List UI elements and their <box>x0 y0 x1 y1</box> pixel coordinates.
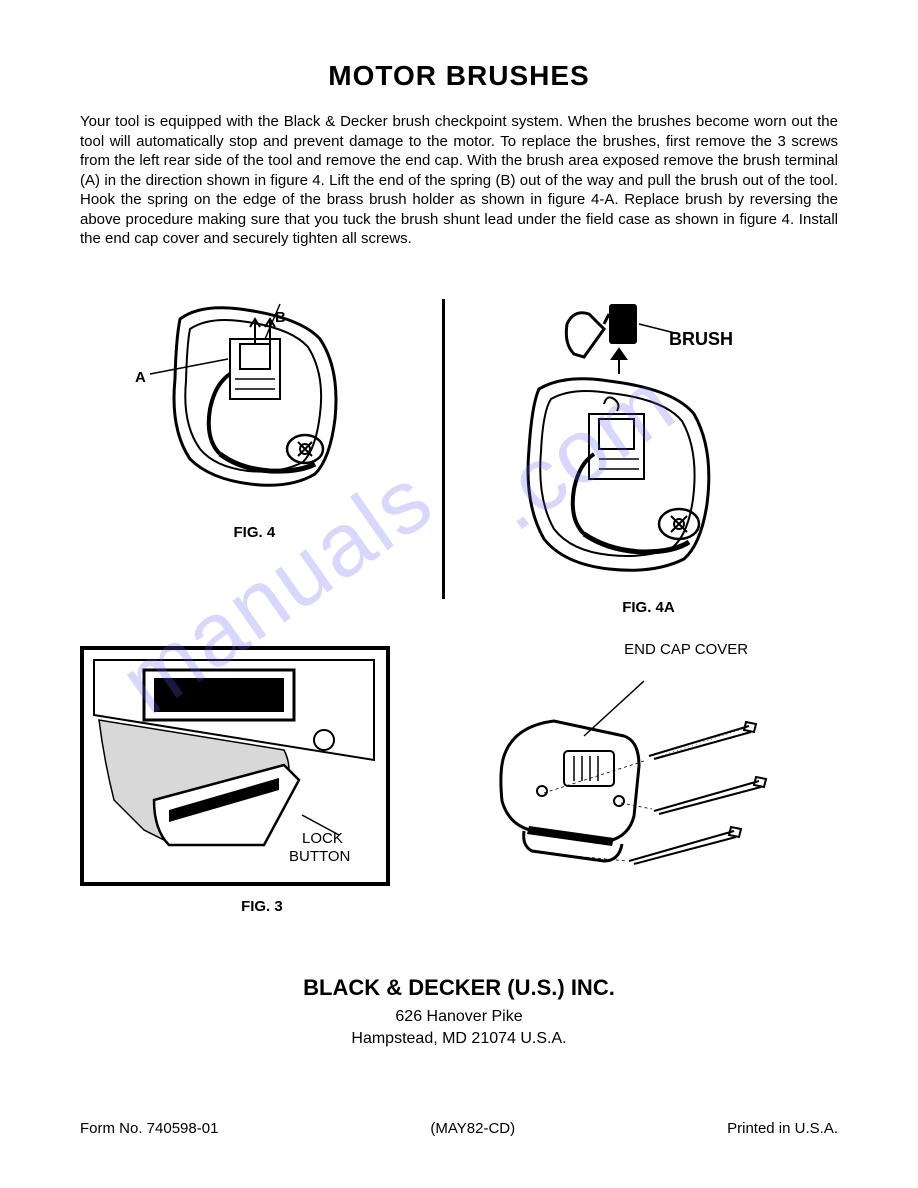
figure-4-container: B A FIG. 4 <box>80 289 429 541</box>
figure-4-illustration <box>120 289 380 509</box>
endcap-container: END CAP COVER <box>474 646 838 911</box>
footer-printed: Printed in U.S.A. <box>727 1120 838 1137</box>
footer-row: Form No. 740598-01 (MAY82-CD) Printed in… <box>80 1120 838 1137</box>
figure-3-frame: LOCK BUTTON <box>80 646 390 886</box>
vertical-divider <box>442 299 445 599</box>
label-end-cap-cover: END CAP COVER <box>624 641 748 658</box>
footer-date-code: (MAY82-CD) <box>430 1120 515 1137</box>
label-brush: BRUSH <box>669 329 733 350</box>
figure-4a-caption: FIG. 4A <box>459 599 838 616</box>
figure-3-caption: FIG. 3 <box>80 898 444 915</box>
page-title: MOTOR BRUSHES <box>80 60 838 92</box>
figure-3-container: LOCK BUTTON FIG. 3 <box>80 646 444 915</box>
label-button: BUTTON <box>289 848 350 865</box>
figure-row-1: B A FIG. 4 BRUSH <box>80 289 838 616</box>
label-a: A <box>135 369 146 386</box>
figure-4-caption: FIG. 4 <box>80 524 429 541</box>
company-name: BLACK & DECKER (U.S.) INC. <box>80 975 838 1001</box>
company-address-line-2: Hampstead, MD 21074 U.S.A. <box>80 1028 838 1050</box>
instruction-body: Your tool is equipped with the Black & D… <box>80 112 838 249</box>
label-b: B <box>275 309 286 326</box>
endcap-illustration <box>474 666 794 906</box>
footer-form-number: Form No. 740598-01 <box>80 1120 218 1137</box>
company-address-line-1: 626 Hanover Pike <box>80 1006 838 1028</box>
figure-4a-container: BRUSH FIG. 4A <box>459 289 838 616</box>
company-block: BLACK & DECKER (U.S.) INC. 626 Hanover P… <box>80 975 838 1051</box>
label-lock: LOCK <box>302 830 343 847</box>
figure-row-2: LOCK BUTTON FIG. 3 END CAP COVER <box>80 646 838 915</box>
